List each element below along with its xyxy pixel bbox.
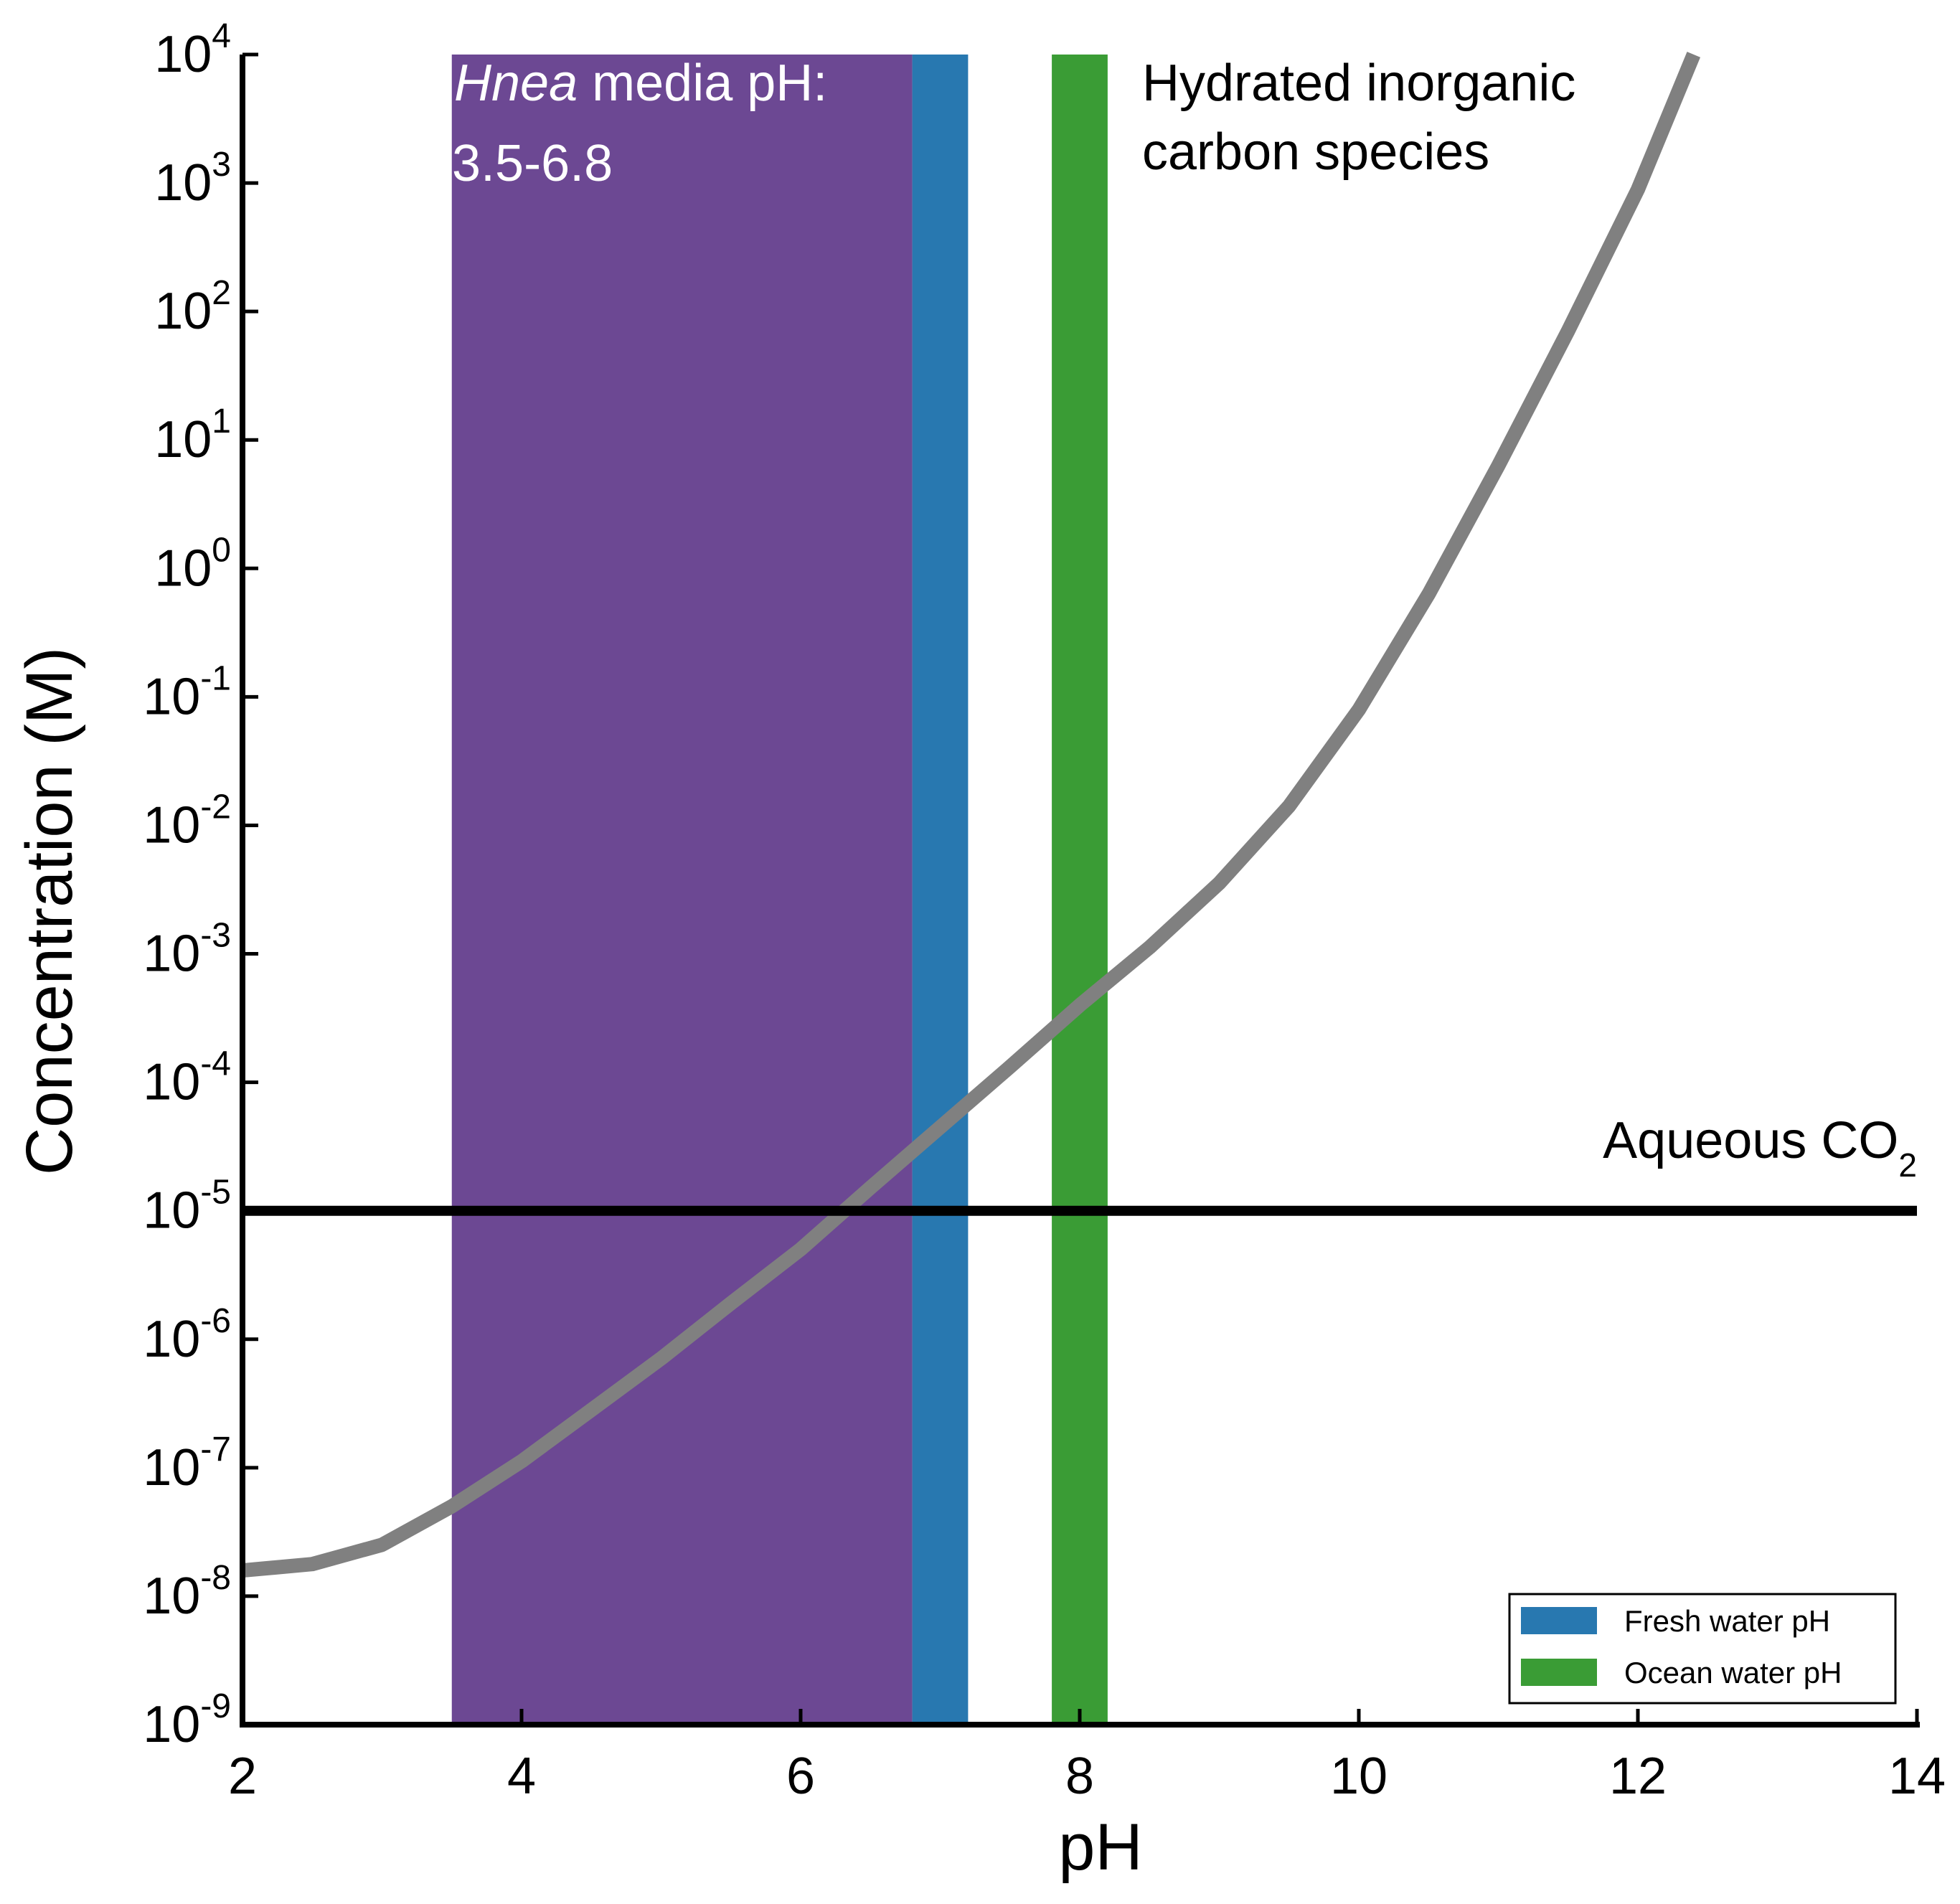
hnea-media-ph-label: Hnea media pH:: [454, 55, 827, 112]
carbon-species-label-line2: carbon species: [1142, 123, 1489, 181]
y-tick-label: 103: [154, 146, 231, 212]
band-ocean-water-ph: [1052, 55, 1108, 1725]
y-tick-label: 10-5: [143, 1174, 231, 1240]
legend-label-ocean-water: Ocean water pH: [1624, 1656, 1842, 1689]
x-tick-label: 14: [1888, 1748, 1946, 1805]
x-tick-label: 4: [507, 1748, 536, 1805]
ph-bands: [451, 55, 1108, 1725]
y-tick-label: 102: [154, 274, 231, 340]
x-tick-label: 8: [1065, 1748, 1094, 1805]
x-axis-title: pH: [1058, 1811, 1143, 1884]
aqueous-co2-subscript: 2: [1898, 1146, 1917, 1184]
x-tick-label: 10: [1330, 1748, 1387, 1805]
y-tick-label: 101: [154, 402, 231, 468]
y-tick-label: 104: [154, 17, 231, 83]
y-tick-label: 10-9: [143, 1687, 231, 1753]
data-series: [242, 52, 1917, 1578]
aqueous-co2-main: Aqueous CO: [1603, 1112, 1898, 1169]
y-tick-label: 10-4: [143, 1045, 231, 1111]
x-tick-label: 12: [1609, 1748, 1667, 1805]
band-fresh-water-ph: [912, 55, 969, 1725]
band-hnea-media-ph: [451, 55, 913, 1725]
aqueous-co2-label: Aqueous CO2: [1603, 1112, 1917, 1184]
carbon-species-label-line1: Hydrated inorganic: [1142, 55, 1575, 112]
y-tick-label: 10-6: [143, 1302, 231, 1368]
y-tick-label: 10-8: [143, 1559, 231, 1625]
y-axis-title: Concentration (M): [13, 647, 86, 1175]
y-tick-label: 10-1: [143, 659, 231, 725]
legend-label-fresh-water: Fresh water pH: [1624, 1604, 1830, 1638]
y-tick-label: 10-7: [143, 1431, 231, 1497]
y-ticks: 104 103 102 101 100 10-1 10-2 10-3 10-4 10-5 10-6 1…: [143, 17, 258, 1753]
x-ticks: 2 4 6 8 10 12 14: [228, 1709, 1946, 1805]
hnea-italic-text: Hnea: [454, 55, 578, 112]
legend-swatch-ocean-water: [1521, 1659, 1597, 1686]
hnea-range-label: 3.5-6.8: [452, 135, 613, 192]
series-line-hydrated-inorganic-carbon-species: [242, 52, 1701, 1578]
x-tick-label: 2: [228, 1748, 257, 1805]
y-tick-label: 100: [154, 531, 231, 597]
x-tick-label: 6: [786, 1748, 815, 1805]
y-tick-label: 10-3: [143, 917, 231, 983]
y-tick-label: 10-2: [143, 788, 231, 854]
hnea-rest-text: media pH:: [578, 55, 827, 112]
legend-swatch-fresh-water: [1521, 1607, 1597, 1634]
legend: Fresh water pH Ocean water pH: [1508, 1593, 1897, 1705]
